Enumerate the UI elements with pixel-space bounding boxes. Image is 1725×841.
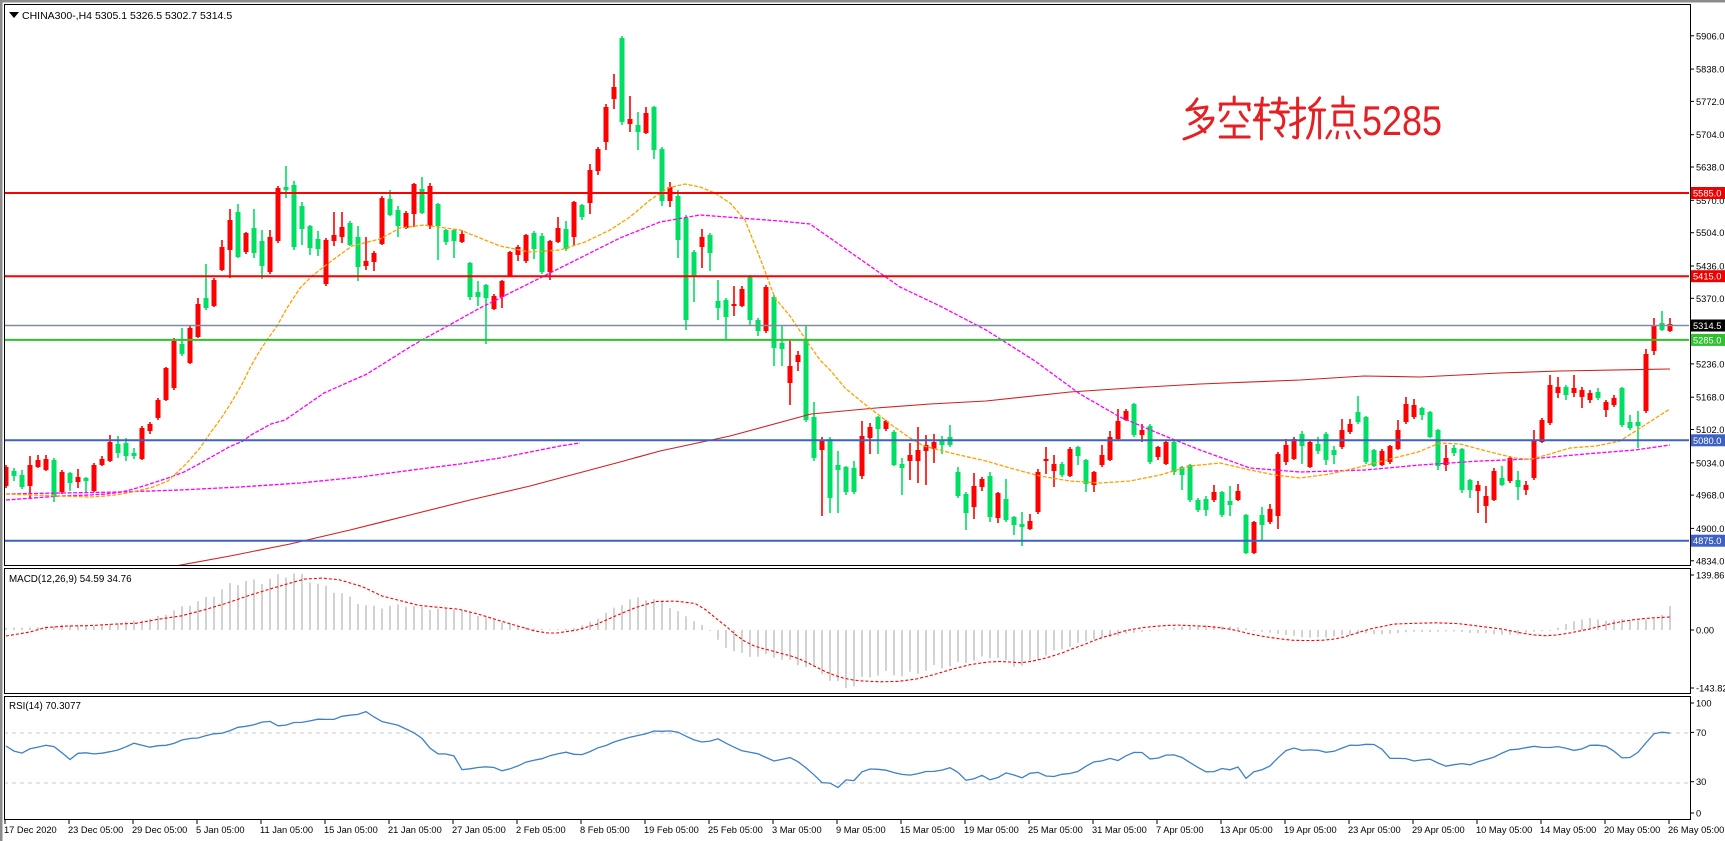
svg-text:27 Jan 05:00: 27 Jan 05:00 bbox=[452, 825, 506, 835]
svg-text:CHINA300-,H4 5305.1 5326.5 53: CHINA300-,H4 5305.1 5326.5 5302.7 5314.5 bbox=[22, 10, 232, 22]
svg-text:5704.0: 5704.0 bbox=[1696, 130, 1724, 140]
svg-text:5034.0: 5034.0 bbox=[1696, 458, 1724, 468]
svg-text:13 Apr 05:00: 13 Apr 05:00 bbox=[1220, 825, 1273, 835]
svg-text:15 Mar 05:00: 15 Mar 05:00 bbox=[900, 825, 955, 835]
svg-text:8 Feb 05:00: 8 Feb 05:00 bbox=[580, 825, 630, 835]
svg-text:30: 30 bbox=[1696, 777, 1706, 787]
svg-text:19 Apr 05:00: 19 Apr 05:00 bbox=[1284, 825, 1337, 835]
svg-text:21 Jan 05:00: 21 Jan 05:00 bbox=[388, 825, 442, 835]
svg-text:5314.5: 5314.5 bbox=[1693, 321, 1721, 331]
svg-text:139.86: 139.86 bbox=[1696, 571, 1724, 581]
svg-text:5906.0: 5906.0 bbox=[1696, 31, 1724, 41]
svg-text:23 Dec 05:00: 23 Dec 05:00 bbox=[68, 825, 123, 835]
svg-text:23 Apr 05:00: 23 Apr 05:00 bbox=[1348, 825, 1401, 835]
svg-text:15 Jan 05:00: 15 Jan 05:00 bbox=[324, 825, 378, 835]
svg-text:5102.0: 5102.0 bbox=[1696, 425, 1724, 435]
svg-text:5415.0: 5415.0 bbox=[1693, 272, 1721, 282]
svg-text:19 Feb 05:00: 19 Feb 05:00 bbox=[644, 825, 699, 835]
svg-text:19 Mar 05:00: 19 Mar 05:00 bbox=[964, 825, 1019, 835]
svg-text:MACD(12,26,9) 54.59 34.76: MACD(12,26,9) 54.59 34.76 bbox=[9, 574, 132, 585]
svg-text:9 Mar 05:00: 9 Mar 05:00 bbox=[836, 825, 886, 835]
svg-text:31 Mar 05:00: 31 Mar 05:00 bbox=[1092, 825, 1147, 835]
svg-text:5370.0: 5370.0 bbox=[1696, 294, 1724, 304]
svg-text:5236.0: 5236.0 bbox=[1696, 359, 1724, 369]
svg-text:14 May 05:00: 14 May 05:00 bbox=[1540, 825, 1596, 835]
svg-text:17 Dec 2020: 17 Dec 2020 bbox=[4, 825, 57, 835]
svg-text:4900.0: 4900.0 bbox=[1696, 524, 1724, 534]
svg-text:4968.0: 4968.0 bbox=[1696, 491, 1724, 501]
svg-text:4834.0: 4834.0 bbox=[1696, 556, 1724, 566]
svg-text:100: 100 bbox=[1696, 699, 1712, 709]
svg-text:29 Dec 05:00: 29 Dec 05:00 bbox=[132, 825, 187, 835]
svg-text:5080.0: 5080.0 bbox=[1693, 436, 1721, 446]
svg-text:4875.0: 4875.0 bbox=[1693, 536, 1721, 546]
svg-text:5285.0: 5285.0 bbox=[1693, 335, 1721, 345]
svg-text:5838.0: 5838.0 bbox=[1696, 65, 1724, 75]
svg-text:0.00: 0.00 bbox=[1696, 626, 1714, 636]
svg-text:5504.0: 5504.0 bbox=[1696, 228, 1724, 238]
svg-text:20 May 05:00: 20 May 05:00 bbox=[1604, 825, 1660, 835]
svg-text:5 Jan 05:00: 5 Jan 05:00 bbox=[196, 825, 245, 835]
svg-text:25 Feb 05:00: 25 Feb 05:00 bbox=[708, 825, 763, 835]
svg-text:5570.0: 5570.0 bbox=[1696, 196, 1724, 206]
svg-text:26 May 05:00: 26 May 05:00 bbox=[1668, 825, 1724, 835]
svg-text:2 Feb 05:00: 2 Feb 05:00 bbox=[516, 825, 566, 835]
svg-text:3 Mar 05:00: 3 Mar 05:00 bbox=[772, 825, 822, 835]
svg-text:7 Apr 05:00: 7 Apr 05:00 bbox=[1156, 825, 1204, 835]
svg-text:25 Mar 05:00: 25 Mar 05:00 bbox=[1028, 825, 1083, 835]
svg-text:29 Apr 05:00: 29 Apr 05:00 bbox=[1412, 825, 1465, 835]
svg-text:5285: 5285 bbox=[1362, 97, 1442, 144]
svg-text:-143.82: -143.82 bbox=[1696, 684, 1725, 694]
svg-text:11 Jan 05:00: 11 Jan 05:00 bbox=[260, 825, 313, 835]
svg-text:5638.0: 5638.0 bbox=[1696, 163, 1724, 173]
svg-text:5772.0: 5772.0 bbox=[1696, 97, 1724, 107]
svg-text:5436.0: 5436.0 bbox=[1696, 262, 1724, 272]
svg-text:5168.0: 5168.0 bbox=[1696, 393, 1724, 403]
svg-text:70: 70 bbox=[1696, 728, 1706, 738]
svg-text:RSI(14) 70.3077: RSI(14) 70.3077 bbox=[9, 701, 81, 712]
svg-text:10 May 05:00: 10 May 05:00 bbox=[1476, 825, 1532, 835]
svg-text:0: 0 bbox=[1696, 809, 1701, 819]
svg-text:5585.0: 5585.0 bbox=[1693, 189, 1721, 199]
